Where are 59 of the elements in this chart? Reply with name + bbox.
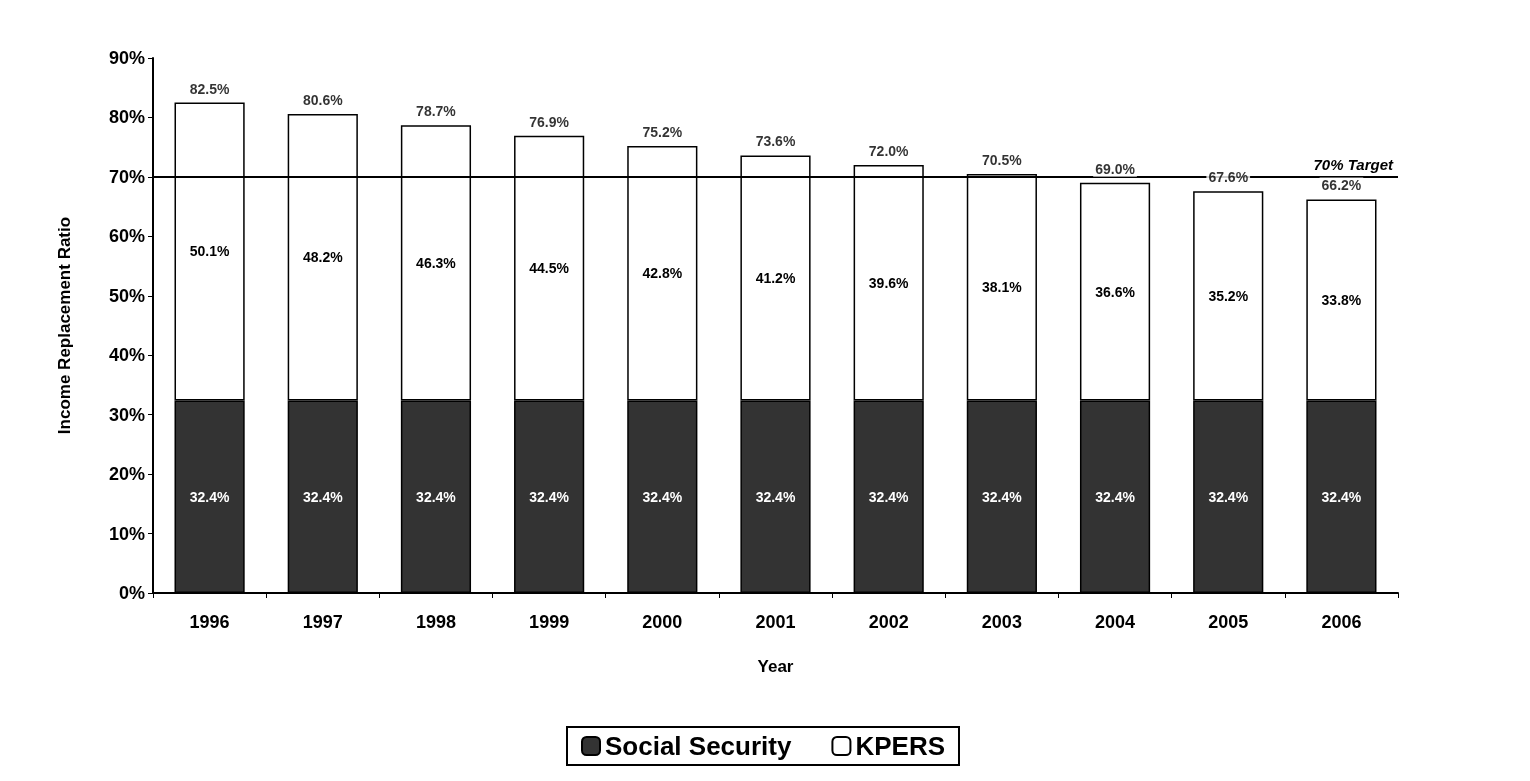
data-label: 32.4% (302, 488, 344, 505)
total-label: 78.7% (416, 103, 457, 120)
x-tick-label: 1998 (415, 612, 456, 632)
total-label: 72.0% (868, 143, 910, 159)
data-label: 32.4% (982, 488, 1023, 505)
total-label: 73.6% (755, 133, 796, 150)
data-label: 32.4% (868, 488, 910, 505)
data-label: 39.6% (868, 274, 910, 291)
data-label: 32.4% (1321, 488, 1362, 505)
x-tick-label: 2002 (868, 612, 909, 632)
data-label: 48.2% (302, 249, 344, 266)
data-label: 32.4% (189, 488, 230, 505)
y-tick-label: 70% (108, 166, 145, 187)
ref-line-label: 70% Target (1313, 155, 1394, 173)
y-tick-label: 60% (108, 226, 145, 247)
data-label: 32.4% (529, 488, 570, 505)
y-tick-label: 20% (108, 464, 145, 485)
data-label: 32.4% (642, 488, 683, 505)
data-label: 32.4% (416, 488, 457, 505)
x-tick-label: 2003 (981, 612, 1022, 632)
data-label: 32.4% (1095, 488, 1136, 505)
data-label: 41.2% (755, 269, 796, 286)
x-tick-label: 2006 (1321, 612, 1362, 632)
x-tick-label: 1999 (529, 612, 570, 632)
y-axis-title: Income Replacement Ratio (55, 216, 74, 435)
data-label: 42.8% (642, 265, 683, 282)
x-tick-label: 2005 (1208, 612, 1249, 632)
x-axis-title: Year (757, 657, 794, 676)
legend-label: KPERS (855, 731, 945, 761)
y-tick-label: 80% (108, 107, 145, 128)
data-label: 50.1% (189, 243, 230, 260)
data-label: 32.4% (1208, 488, 1249, 505)
total-label: 70.5% (982, 151, 1023, 168)
data-label: 46.3% (416, 254, 457, 271)
x-tick-label: 2004 (1095, 612, 1136, 632)
x-tick-label: 2000 (642, 612, 683, 632)
y-tick-label: 90% (108, 48, 145, 68)
y-tick-label: 0% (118, 583, 145, 603)
y-tick-label: 30% (108, 404, 145, 425)
x-tick-label: 1997 (302, 612, 343, 632)
y-tick-label: 40% (108, 345, 145, 366)
total-label: 66.2% (1321, 177, 1362, 194)
total-label: 67.6% (1208, 169, 1249, 186)
y-tick-label: 50% (108, 285, 145, 306)
total-label: 80.6% (302, 91, 344, 108)
y-tick-label: 10% (108, 523, 145, 544)
data-label: 36.6% (1095, 283, 1136, 300)
total-label: 75.2% (642, 123, 683, 140)
data-label: 32.4% (755, 488, 796, 505)
x-tick-label: 1996 (189, 612, 230, 632)
data-label: 35.2% (1208, 287, 1249, 304)
data-label: 33.8% (1321, 291, 1362, 308)
total-label: 82.5% (189, 80, 230, 97)
legend-label: Social Security (605, 731, 792, 761)
total-label: 76.9% (529, 113, 570, 130)
data-label: 44.5% (529, 260, 570, 277)
x-tick-label: 2001 (755, 612, 796, 632)
data-label: 38.1% (982, 279, 1023, 296)
total-label: 69.0% (1095, 160, 1136, 177)
